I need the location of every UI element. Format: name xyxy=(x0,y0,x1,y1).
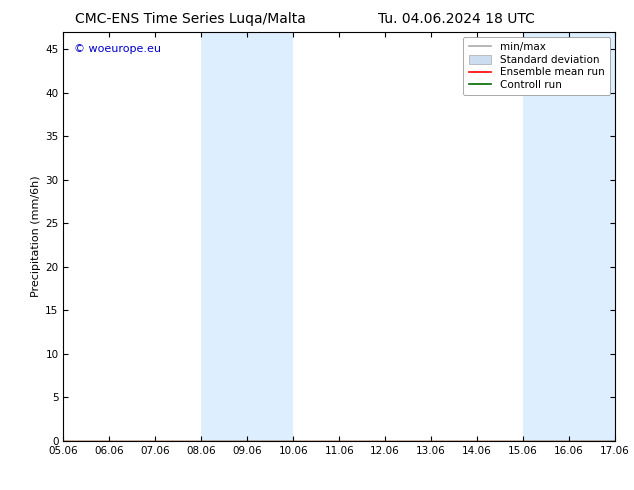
Text: © woeurope.eu: © woeurope.eu xyxy=(74,44,162,54)
Text: Tu. 04.06.2024 18 UTC: Tu. 04.06.2024 18 UTC xyxy=(378,12,535,26)
Bar xyxy=(523,32,569,441)
Y-axis label: Precipitation (mm/6h): Precipitation (mm/6h) xyxy=(31,175,41,297)
Text: CMC-ENS Time Series Luqa/Malta: CMC-ENS Time Series Luqa/Malta xyxy=(75,12,306,26)
Bar xyxy=(247,32,293,441)
Bar xyxy=(569,32,615,441)
Bar xyxy=(202,32,247,441)
Legend: min/max, Standard deviation, Ensemble mean run, Controll run: min/max, Standard deviation, Ensemble me… xyxy=(463,37,610,95)
